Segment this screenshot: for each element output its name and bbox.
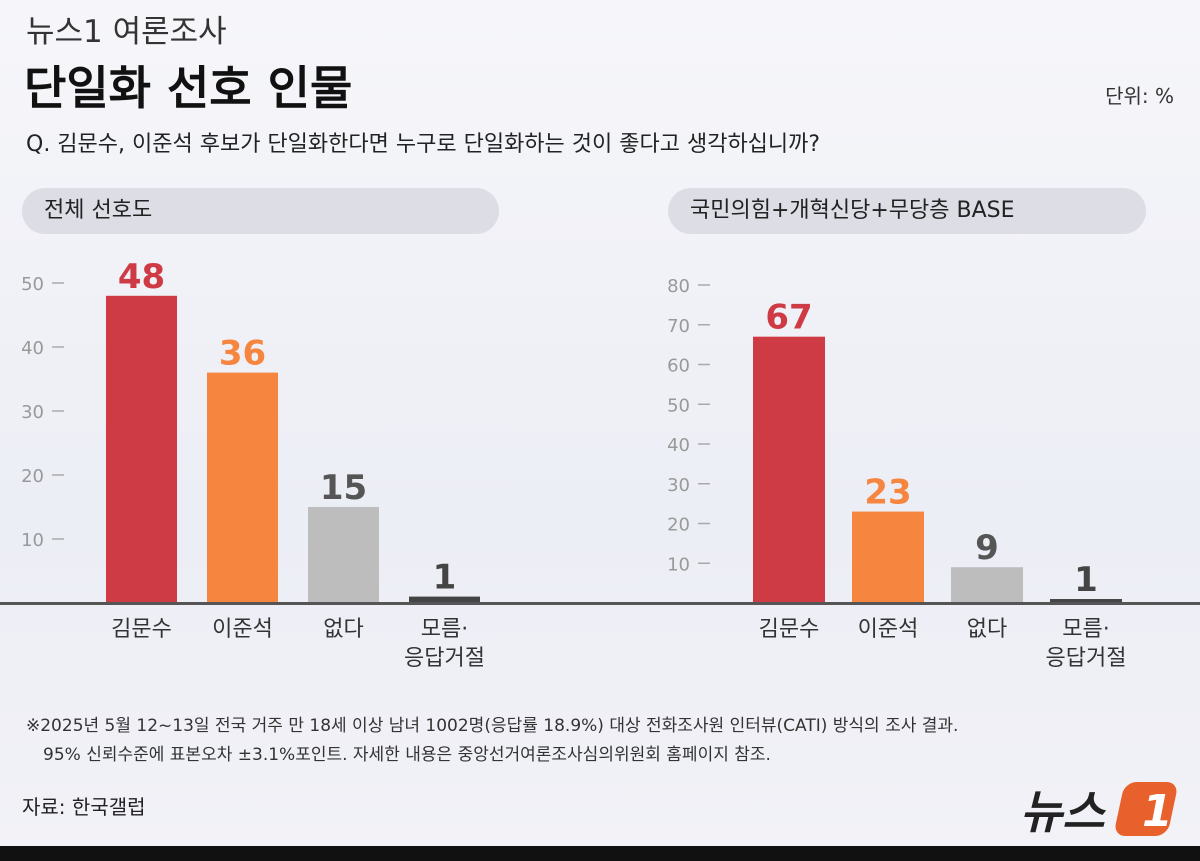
bar [753, 336, 825, 603]
bar [207, 372, 278, 603]
category-label: 김문수 [111, 617, 172, 642]
left-chart-title: 전체 선호도 [22, 188, 499, 234]
bar [106, 295, 177, 603]
y-tick-label: 60 [667, 356, 690, 377]
value-label: 1 [433, 558, 457, 598]
value-label: 23 [864, 473, 911, 513]
footnote: ※2025년 5월 12~13일 전국 거주 만 18세 이상 남녀 1002명… [26, 712, 958, 770]
logo-mark: 1 [1142, 786, 1173, 837]
survey-question: Q. 김문수, 이준석 후보가 단일화한다면 누구로 단일화하는 것이 좋다고 … [26, 132, 821, 157]
category-label: 없다 [323, 617, 363, 642]
baseline [0, 602, 1200, 605]
page-title: 단일화 선호 인물 [24, 61, 353, 115]
category-label: 응답거절 [404, 646, 485, 671]
kicker: 뉴스1 여론조사 [26, 14, 227, 50]
logo-text: 뉴스 [1020, 785, 1106, 839]
value-label: 36 [219, 334, 266, 374]
category-label: 응답거절 [1046, 646, 1127, 671]
category-label: 없다 [967, 617, 1007, 642]
news1-logo: 뉴스 1 [1020, 782, 1177, 839]
y-tick-label: 40 [667, 435, 690, 456]
y-tick-label: 50 [21, 274, 44, 295]
bottom-bar [0, 846, 1200, 861]
y-tick-label: 30 [21, 402, 44, 423]
bar-charts: 10 20 30 40 50 48 김문수 36 이준석 15 없다 1 모름· 응답거절 10 20 30 4… [21, 257, 1126, 671]
value-label: 1 [1074, 560, 1098, 600]
y-tick-label: 40 [21, 338, 44, 359]
category-label: 이준석 [858, 617, 919, 642]
value-label: 15 [320, 468, 367, 508]
y-tick-label: 20 [667, 515, 690, 536]
value-label: 48 [118, 257, 165, 297]
logo-badge [1115, 782, 1177, 836]
category-label: 이준석 [212, 617, 273, 642]
bar [308, 507, 379, 603]
bar [951, 567, 1023, 603]
unit-label: 단위: % [1105, 84, 1174, 108]
y-tick-label: 10 [21, 530, 44, 551]
y-tick-label: 70 [667, 316, 690, 337]
category-label: 김문수 [759, 617, 820, 642]
value-label: 67 [765, 298, 812, 338]
footnote-line-1: ※2025년 5월 12~13일 전국 거주 만 18세 이상 남녀 1002명… [26, 716, 959, 736]
y-tick-label: 10 [667, 554, 690, 575]
y-tick-label: 20 [21, 466, 44, 487]
footnote-line-2: 95% 신뢰수준에 표본오차 ±3.1%포인트. 자세한 내용은 중앙선거여론조… [43, 745, 771, 765]
y-tick-label: 50 [667, 395, 690, 416]
bar [409, 596, 480, 603]
y-tick-label: 30 [667, 475, 690, 496]
category-label: 모름· [1062, 617, 1109, 642]
category-label: 모름· [421, 617, 468, 642]
source-label: 자료: 한국갤럽 [22, 795, 146, 819]
left-bar-chart: 10 20 30 40 50 48 김문수 36 이준석 15 없다 1 모름· 응답거절 [21, 257, 485, 671]
right-chart-title: 국민의힘+개혁신당+무당층 BASE [668, 188, 1146, 234]
bar [1050, 599, 1122, 603]
right-bar-chart: 10 20 30 40 50 60 70 80 67 김문수 23 이준석 9 없다 1 모름· 응답거절 [667, 276, 1126, 671]
bar [852, 511, 924, 603]
value-label: 9 [975, 528, 999, 568]
y-tick-label: 80 [667, 276, 690, 297]
